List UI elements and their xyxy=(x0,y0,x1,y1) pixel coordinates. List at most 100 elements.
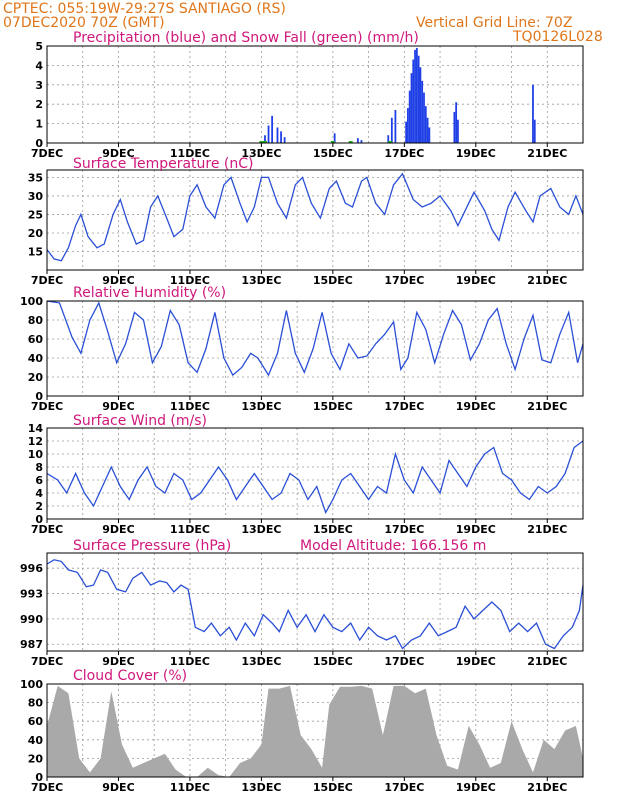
x-tick-label: 13DEC xyxy=(241,400,281,413)
precip-bar xyxy=(264,135,266,143)
precip-bar xyxy=(387,135,390,143)
x-tick-label: 9DEC xyxy=(102,274,134,287)
x-tick-label: 7DEC xyxy=(31,147,63,160)
header-date: 07DEC2020 70Z (GMT) xyxy=(3,15,165,31)
y-tick-label: 60 xyxy=(28,333,44,346)
x-tick-label: 17DEC xyxy=(384,400,424,413)
panel-0: 0 1 2 3 4 5 7DEC 9DEC 11DEC 13DEC 15DEC 17DEC 19DEC 2… xyxy=(31,30,584,160)
x-tick-label: 13DEC xyxy=(241,147,281,160)
panel-4: 987 990 993 996 7DEC 9DEC 11DEC 13DEC 15DEC 17DEC… xyxy=(20,538,584,668)
precip-bar xyxy=(412,59,415,143)
x-tick-label: 9DEC xyxy=(102,655,134,668)
x-tick-label: 9DEC xyxy=(102,781,134,794)
x-tick-label: 19DEC xyxy=(456,523,496,536)
x-tick-label: 21DEC xyxy=(527,147,567,160)
x-tick-label: 19DEC xyxy=(456,274,496,287)
x-tick-label: 13DEC xyxy=(241,523,281,536)
precip-bar xyxy=(394,110,397,143)
y-tick-label: 40 xyxy=(28,352,44,365)
x-tick-label: 19DEC xyxy=(456,400,496,413)
precip-bar xyxy=(283,137,286,143)
snow-bar xyxy=(330,141,335,143)
x-tick-label: 17DEC xyxy=(384,655,424,668)
snow-bar xyxy=(262,141,267,143)
precip-bar xyxy=(455,102,458,143)
panel-1: 15 20 25 30 35 7DEC 9DEC 11DEC 13DEC 15DEC 17DEC 19… xyxy=(28,156,584,287)
panel-frame xyxy=(46,45,584,144)
panel-frame xyxy=(46,552,584,652)
y-tick-label: 8 xyxy=(35,461,43,474)
y-tick-label: 14 xyxy=(28,422,44,435)
x-tick-label: 7DEC xyxy=(31,523,63,536)
y-tick-label: 40 xyxy=(28,734,44,747)
x-tick-label: 17DEC xyxy=(384,781,424,794)
x-tick-label: 21DEC xyxy=(527,523,567,536)
precip-bar xyxy=(410,73,413,143)
panel-frame xyxy=(46,300,584,397)
x-tick-label: 11DEC xyxy=(170,147,210,160)
panel-annotation: Model Altitude: 166.156 m xyxy=(300,538,486,554)
cloud-cover-area xyxy=(47,685,583,777)
y-tick-label: 5 xyxy=(35,40,43,53)
y-tick-label: 996 xyxy=(20,562,43,575)
y-tick-label: 990 xyxy=(20,613,43,626)
precip-bar xyxy=(271,115,274,143)
x-tick-label: 21DEC xyxy=(527,781,567,794)
y-tick-label: 4 xyxy=(35,487,43,500)
panel-title: Relative Humidity (%) xyxy=(73,285,226,301)
x-tick-label: 9DEC xyxy=(102,400,134,413)
y-tick-label: 987 xyxy=(20,638,43,651)
header-grid-note: Vertical Grid Line: 70Z xyxy=(416,15,572,31)
y-tick-label: 6 xyxy=(35,474,43,487)
precip-bar xyxy=(453,111,456,143)
x-tick-label: 11DEC xyxy=(170,655,210,668)
precip-bar xyxy=(419,67,422,143)
x-tick-label: 13DEC xyxy=(241,781,281,794)
x-tick-label: 19DEC xyxy=(456,781,496,794)
precip-bar xyxy=(414,49,416,143)
x-tick-label: 15DEC xyxy=(313,523,353,536)
data-line xyxy=(46,559,584,650)
header-location: CPTEC: 055:19W-29:27S SANTIAGO (RS) xyxy=(3,1,286,17)
y-tick-label: 35 xyxy=(28,171,43,184)
data-line xyxy=(46,300,584,377)
panel-title: Surface Temperature (nC) xyxy=(73,156,254,172)
x-tick-label: 21DEC xyxy=(527,400,567,413)
precip-bar xyxy=(424,106,427,143)
x-tick-label: 11DEC xyxy=(170,781,210,794)
panel-frame xyxy=(46,683,584,778)
x-tick-label: 11DEC xyxy=(170,523,210,536)
x-tick-label: 17DEC xyxy=(384,523,424,536)
precip-bar xyxy=(408,90,411,143)
y-tick-label: 0 xyxy=(35,513,43,526)
panel-title: Precipitation (blue) and Snow Fall (gree… xyxy=(73,30,419,46)
precip-bar xyxy=(267,125,270,143)
y-tick-label: 993 xyxy=(20,588,43,601)
x-tick-label: 17DEC xyxy=(384,147,424,160)
precip-bar xyxy=(405,121,408,143)
panel-title: Surface Pressure (hPa) xyxy=(73,538,231,554)
snow-bar xyxy=(388,141,393,143)
y-tick-label: 60 xyxy=(28,715,44,728)
y-tick-label: 0 xyxy=(35,137,43,150)
y-tick-label: 100 xyxy=(20,295,43,308)
snow-bar xyxy=(348,141,353,143)
precip-bar xyxy=(415,47,418,143)
x-tick-label: 9DEC xyxy=(102,523,134,536)
x-tick-label: 15DEC xyxy=(313,655,353,668)
x-tick-label: 7DEC xyxy=(31,400,63,413)
x-tick-label: 15DEC xyxy=(313,781,353,794)
precip-bar xyxy=(356,138,359,143)
x-tick-label: 15DEC xyxy=(313,400,353,413)
y-tick-label: 20 xyxy=(28,227,44,240)
x-tick-label: 11DEC xyxy=(170,274,210,287)
y-tick-label: 1 xyxy=(35,118,43,131)
y-tick-label: 20 xyxy=(28,371,44,384)
x-tick-label: 13DEC xyxy=(241,274,281,287)
panel-2: 0 20 40 60 80 100 7DEC 9DEC 11DEC 13DEC 15DEC 17DEC… xyxy=(20,285,584,413)
y-tick-label: 2 xyxy=(35,500,43,513)
y-tick-label: 100 xyxy=(20,678,43,691)
